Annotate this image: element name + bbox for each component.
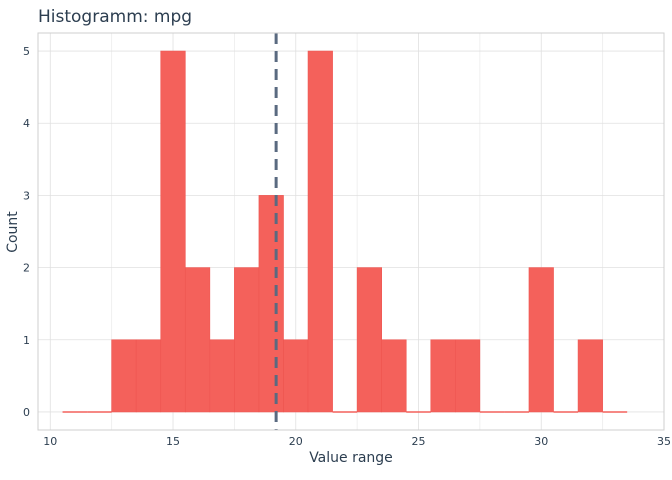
histogram-bar <box>381 339 407 413</box>
histogram-bar <box>307 50 333 413</box>
histogram-bar <box>135 339 162 413</box>
histogram-bar <box>209 339 235 413</box>
histogram-bar <box>258 195 284 413</box>
x-tick-labels: 10 15 20 25 30 35 <box>43 435 671 448</box>
y-tick-label: 0 <box>23 406 30 419</box>
histogram-bar <box>283 339 309 413</box>
histogram-bar <box>184 267 211 413</box>
y-tick-label: 5 <box>23 45 30 58</box>
histogram-bar <box>234 267 260 413</box>
y-tick-label: 4 <box>23 117 30 130</box>
histogram-bar <box>430 339 456 413</box>
bar-layer <box>62 50 628 413</box>
chart-title: Histogramm: mpg <box>38 7 192 27</box>
y-tick-label: 2 <box>23 262 30 275</box>
x-tick-label: 10 <box>43 435 57 448</box>
histogram-bar <box>528 267 554 413</box>
y-tick-labels: 0 1 2 3 4 5 <box>23 45 30 419</box>
histogram-bar <box>160 50 186 413</box>
y-tick-label: 3 <box>23 189 30 202</box>
y-tick-label: 1 <box>23 334 30 347</box>
histogram-bar <box>455 339 481 413</box>
x-tick-label: 30 <box>534 435 548 448</box>
histogram-bar <box>356 267 382 413</box>
plot-frame <box>37 32 665 431</box>
histogram-bar <box>577 339 603 413</box>
x-tick-label: 25 <box>412 435 426 448</box>
y-axis-title: Count <box>5 211 21 253</box>
x-axis-title: Value range <box>309 450 393 466</box>
histogram-bar <box>111 339 137 413</box>
x-tick-label: 20 <box>289 435 303 448</box>
x-tick-label: 15 <box>166 435 180 448</box>
x-tick-label: 35 <box>657 435 671 448</box>
